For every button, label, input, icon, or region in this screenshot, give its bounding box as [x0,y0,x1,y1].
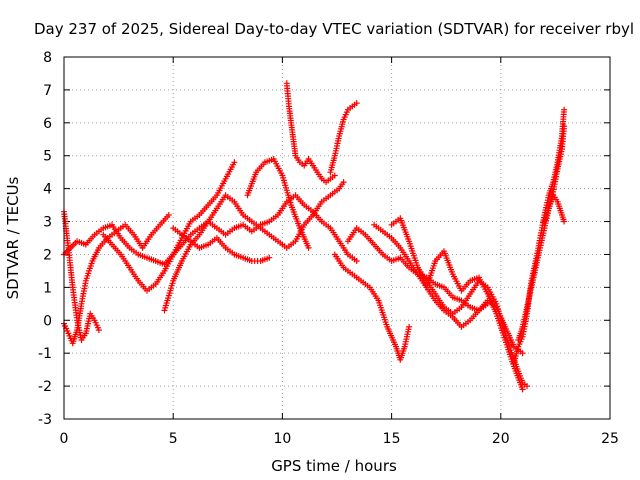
y-tick-label: 8 [43,50,52,66]
series-markers [414,264,530,390]
series-markers [541,123,568,225]
series-sat-e [161,179,347,314]
y-axis-label: SDTVAR / TECUs [4,176,22,299]
x-tick-label: 10 [273,431,291,447]
y-tick-label: 0 [43,313,52,329]
y-tick-label: -3 [38,412,52,428]
y-tick-label: 4 [43,182,52,198]
y-tick-label: 5 [43,149,52,165]
series-sat-h [283,80,338,186]
series-sat-b [61,208,102,343]
y-tick-label: 2 [43,247,52,263]
y-tick-label: 3 [43,215,52,231]
series-markers [170,225,273,264]
plot-frame [63,56,611,420]
series-sat-c [61,212,172,347]
y-tick-label: 1 [43,280,52,296]
x-tick-labels: 0 5 10 15 20 25 [60,431,619,447]
series-sat-m [388,215,526,393]
x-tick-label: 25 [601,431,619,447]
series-markers [61,212,172,347]
series-sat-q [541,123,568,225]
series-markers [283,80,338,186]
x-axis-label: GPS time / hours [271,457,397,475]
series-markers [515,192,568,343]
series-markers [100,159,238,294]
y-tick-label: 6 [43,116,52,132]
series-sat-g [244,156,312,251]
series-sat-i [327,100,360,176]
x-tick-label: 15 [383,431,401,447]
series-markers [61,208,102,343]
series-markers [244,156,312,251]
y-tick-label: -2 [38,379,52,395]
series-sat-o [510,106,568,367]
x-tick-label: 0 [60,431,69,447]
axis-ticks [63,56,611,420]
y-tick-label: 7 [43,83,52,99]
series-sat-p [515,192,568,343]
series-markers [510,106,568,367]
series-sat-d [100,159,238,294]
series-markers [327,100,360,176]
series-markers [331,251,413,363]
x-tick-label: 20 [492,431,510,447]
y-tick-labels: -3 -2 -1 0 1 2 3 4 5 6 7 8 [38,50,52,428]
series-markers [161,179,347,314]
series-markers [388,215,526,393]
chart-title: Day 237 of 2025, Sidereal Day-to-day VTE… [34,20,634,38]
x-tick-label: 5 [169,431,178,447]
data-points [61,80,568,393]
grid-lines [64,57,610,419]
series-sat-f [170,225,273,264]
series-sat-n [414,264,530,390]
y-tick-label: -1 [38,346,52,362]
series-sat-j [331,251,413,363]
